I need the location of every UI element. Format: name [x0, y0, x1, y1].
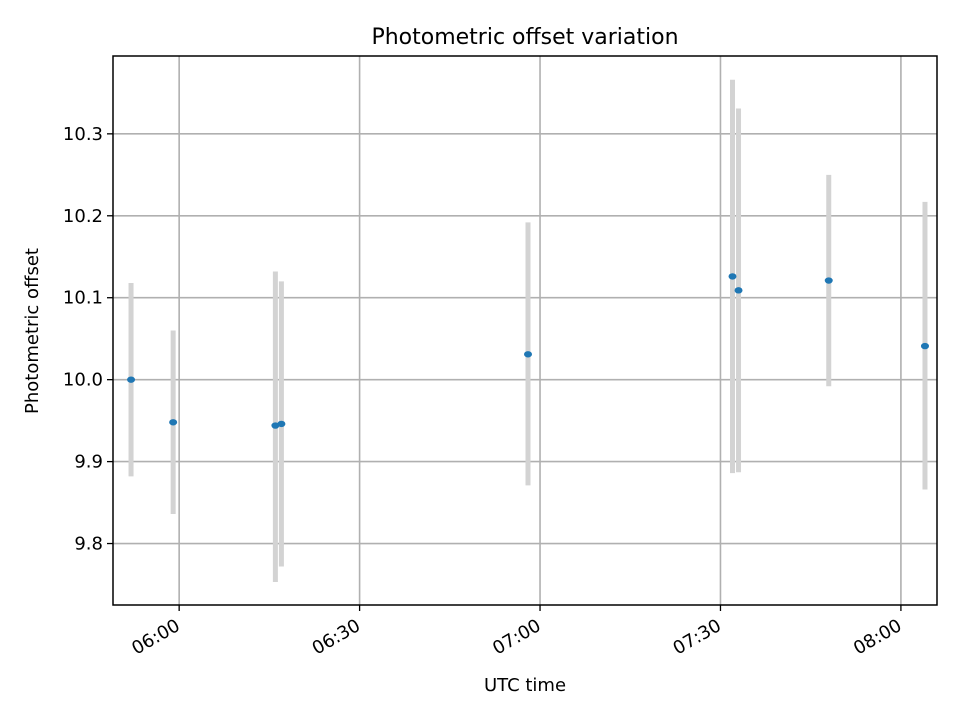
y-tick-label: 9.8 — [74, 534, 103, 555]
axis-ticks: 06:00 06:30 07:00 07:30 08:00 9.8 9.9 10.0 10.1 1… — [63, 124, 905, 659]
data-point — [728, 273, 737, 280]
x-tick-label: 06:00 — [128, 615, 183, 659]
y-tick-label: 9.9 — [74, 452, 103, 473]
data-point — [824, 277, 833, 284]
data-point — [734, 287, 743, 294]
data-point — [277, 420, 286, 428]
data-point — [271, 422, 280, 429]
chart-title: Photometric offset variation — [371, 25, 678, 50]
y-tick-label: 10.0 — [63, 370, 103, 391]
data-point — [920, 342, 929, 350]
y-tick-label: 10.1 — [63, 288, 103, 309]
data-point — [127, 376, 136, 383]
plot-frame — [112, 55, 938, 606]
y-tick-label: 10.3 — [63, 124, 103, 145]
data-points — [127, 273, 929, 429]
x-tick-label: 07:30 — [670, 615, 725, 659]
x-tick-label: 06:30 — [309, 615, 364, 659]
y-axis-label: Photometric offset — [22, 248, 43, 414]
grid — [113, 56, 937, 605]
data-point — [169, 419, 178, 426]
x-axis-label: UTC time — [484, 675, 566, 696]
data-point — [524, 351, 533, 358]
x-tick-label: 08:00 — [850, 615, 905, 659]
y-tick-label: 10.2 — [63, 206, 103, 227]
error-bars — [128, 79, 928, 583]
x-tick-label: 07:00 — [489, 615, 544, 659]
